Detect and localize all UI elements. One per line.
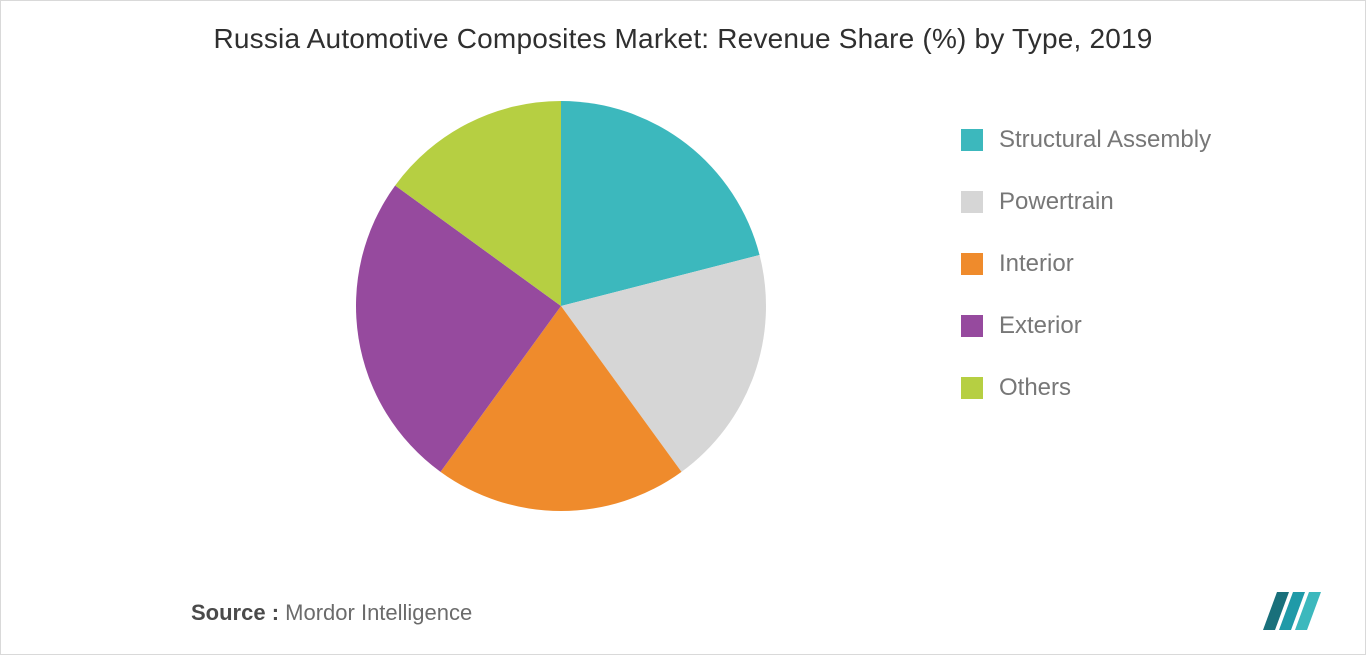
legend-label: Others — [999, 374, 1071, 402]
pie-svg — [351, 96, 771, 516]
legend-label: Structural Assembly — [999, 126, 1211, 154]
legend-label: Interior — [999, 250, 1074, 278]
legend-swatch — [961, 377, 983, 399]
legend-swatch — [961, 253, 983, 275]
brand-logo-svg — [1259, 586, 1331, 634]
chart-title: Russia Automotive Composites Market: Rev… — [1, 1, 1365, 55]
source-label: Source : — [191, 600, 279, 625]
legend-item: Structural Assembly — [961, 126, 1211, 154]
chart-area: Structural Assembly Powertrain Interior Ext… — [1, 86, 1365, 566]
legend-item: Others — [961, 374, 1211, 402]
brand-logo — [1259, 586, 1331, 634]
source-name: Mordor Intelligence — [285, 600, 472, 625]
source-line: Source : Mordor Intelligence — [191, 600, 472, 626]
legend-item: Exterior — [961, 312, 1211, 340]
legend-swatch — [961, 191, 983, 213]
legend-swatch — [961, 315, 983, 337]
legend-label: Powertrain — [999, 188, 1114, 216]
legend-item: Powertrain — [961, 188, 1211, 216]
legend-item: Interior — [961, 250, 1211, 278]
legend-swatch — [961, 129, 983, 151]
pie-chart — [351, 96, 771, 516]
legend-label: Exterior — [999, 312, 1082, 340]
legend: Structural Assembly Powertrain Interior Ext… — [961, 126, 1211, 436]
